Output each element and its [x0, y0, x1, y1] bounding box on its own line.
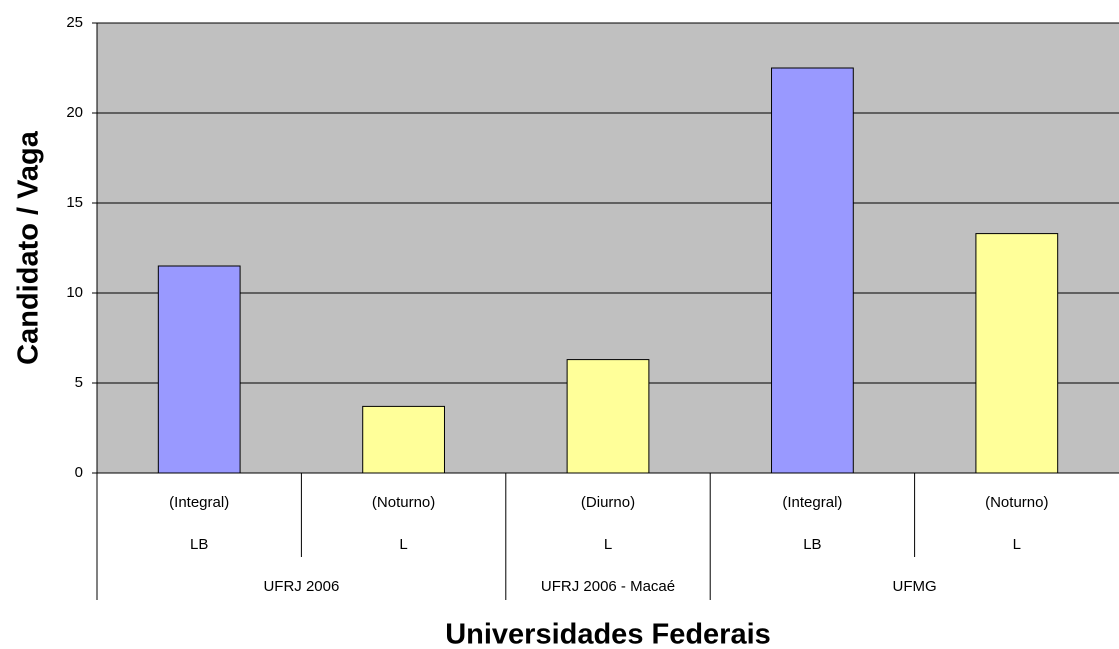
x-group-label: UFMG — [893, 578, 937, 595]
bar — [362, 405, 445, 474]
y-axis-title: Candidato / Vaga — [13, 130, 45, 365]
bar — [975, 233, 1059, 474]
x-tick-label-level2: LB — [803, 536, 821, 553]
y-tick-label: 15 — [66, 194, 83, 211]
y-tick-label: 25 — [66, 14, 83, 31]
x-tick-label: (Diurno) — [581, 494, 635, 511]
x-group-label: UFRJ 2006 — [263, 578, 339, 595]
x-tick-label: (Integral) — [169, 494, 229, 511]
x-tick-label: (Integral) — [782, 494, 842, 511]
bar — [157, 265, 241, 474]
y-tick-label: 0 — [75, 464, 83, 481]
bar — [771, 67, 854, 474]
x-axis-title: Universidades Federais — [445, 619, 771, 649]
x-tick-label: (Noturno) — [372, 494, 435, 511]
y-tick-label: 10 — [66, 284, 83, 301]
y-tick-label: 20 — [66, 104, 83, 121]
x-tick-label-level2: L — [604, 536, 612, 553]
x-tick-label-level2: L — [399, 536, 407, 553]
bar — [566, 359, 650, 474]
y-tick-label: 5 — [75, 374, 83, 391]
x-tick-label: (Noturno) — [985, 494, 1048, 511]
x-tick-label-level2: LB — [190, 536, 208, 553]
x-group-label: UFRJ 2006 - Macaé — [541, 578, 675, 595]
x-tick-label-level2: L — [1013, 536, 1021, 553]
